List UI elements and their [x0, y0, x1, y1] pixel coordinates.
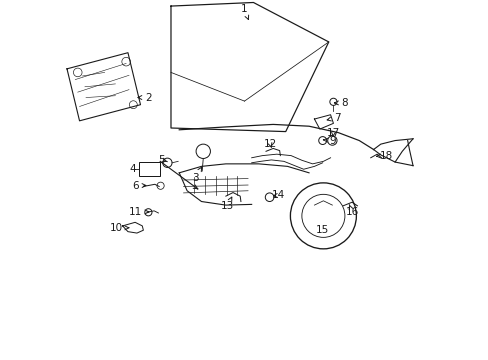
Text: 18: 18: [376, 150, 392, 161]
Bar: [139, 162, 160, 176]
Text: 6: 6: [132, 181, 145, 191]
Text: 9: 9: [323, 136, 335, 145]
Text: 7: 7: [326, 113, 340, 123]
Text: 16: 16: [345, 204, 358, 217]
Text: 1: 1: [240, 4, 248, 19]
Text: 5: 5: [158, 154, 167, 165]
Text: 14: 14: [271, 190, 284, 201]
Text: 15: 15: [315, 225, 328, 235]
Text: 10: 10: [110, 223, 129, 233]
Text: 17: 17: [326, 128, 339, 138]
Text: 4: 4: [129, 164, 136, 174]
Text: 13: 13: [220, 197, 233, 211]
Text: 3: 3: [191, 167, 201, 183]
Text: 11: 11: [129, 207, 148, 217]
Text: 2: 2: [138, 93, 151, 103]
Text: 12: 12: [263, 139, 276, 149]
Text: 8: 8: [334, 98, 347, 108]
